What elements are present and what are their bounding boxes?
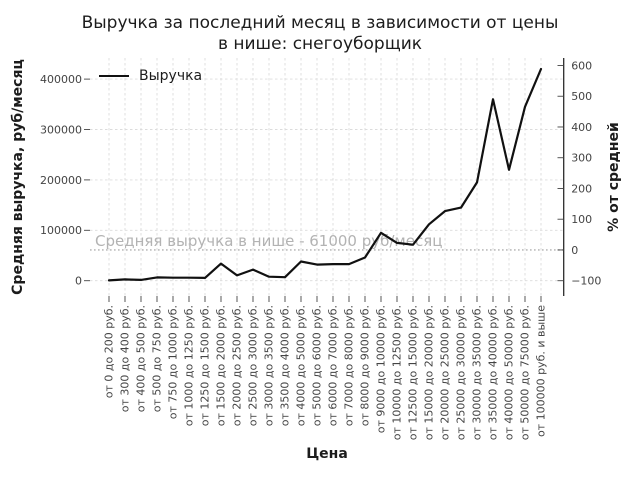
y-right-tick-label: 0	[571, 244, 578, 257]
legend-line-icon	[99, 75, 129, 77]
tick-labels-layer: от 0 до 200 руб. от 300 до 400 руб. от 400…	[40, 59, 601, 440]
x-tick-label: от 1500 до 2000 руб.	[215, 305, 228, 426]
series-layer	[107, 67, 543, 282]
x-axis-label: Цена	[306, 446, 348, 462]
y-right-tick-label: 100	[571, 213, 592, 226]
x-tick-label: от 0 до 200 руб.	[103, 305, 116, 398]
x-tick-label: от 1000 до 1250 руб.	[183, 305, 196, 426]
y-right-tick-label: 600	[571, 59, 592, 72]
x-tick-label: от 10000 до 12500 руб.	[391, 305, 404, 440]
x-tick-label: от 50000 до 75000 руб.	[519, 305, 532, 440]
y-left-tick-label: 100000	[40, 224, 82, 237]
y-axis-label-left: Средняя выручка, руб/месяц	[10, 59, 26, 295]
x-tick-label: от 20000 до 25000 руб.	[439, 305, 452, 440]
chart-title: Выручка за последний месяц в зависимости…	[0, 13, 640, 55]
legend-label: Выручка	[139, 68, 203, 84]
revenue-line	[107, 67, 543, 282]
x-tick-label: от 500 до 750 руб.	[151, 305, 164, 412]
x-tick-label: от 3000 до 3500 руб.	[263, 305, 276, 426]
x-tick-label: от 30000 до 35000 руб.	[471, 305, 484, 440]
x-tick-label: от 9000 до 10000 руб.	[375, 305, 388, 433]
x-tick-label: от 100000 руб. и выше	[535, 305, 548, 437]
y-left-tick-label: 400000	[40, 73, 82, 86]
chart-title-line2: в нише: снегоуборщик	[217, 34, 423, 54]
x-tick-label: от 6000 до 7000 руб.	[327, 305, 340, 426]
chart-title-line1: Выручка за последний месяц в зависимости…	[81, 13, 559, 33]
x-tick-label: от 8000 до 9000 руб.	[359, 305, 372, 426]
grid-layer	[90, 58, 564, 296]
x-tick-label: от 2500 до 3000 руб.	[247, 305, 260, 426]
y-right-tick-label: 500	[571, 90, 592, 103]
y-right-tick-label: 200	[571, 182, 592, 195]
x-tick-label: от 25000 до 30000 руб.	[455, 305, 468, 440]
y-right-tick-label: 300	[571, 152, 592, 165]
x-tick-label: от 1250 до 1500 руб.	[199, 305, 212, 426]
x-tick-label: от 300 до 400 руб.	[119, 305, 132, 412]
x-tick-label: от 35000 до 40000 руб.	[487, 305, 500, 440]
x-tick-label: от 40000 до 50000 руб.	[503, 305, 516, 440]
x-tick-label: от 7000 до 8000 руб.	[343, 305, 356, 426]
y-axis-label-right: % от средней	[606, 122, 622, 232]
x-tick-label: от 3500 до 4000 руб.	[279, 305, 292, 426]
y-left-tick-label: 0	[75, 275, 82, 288]
y-left-tick-label: 300000	[40, 123, 82, 136]
x-tick-label: от 15000 до 20000 руб.	[423, 305, 436, 440]
y-right-tick-label: −100	[571, 275, 601, 288]
x-tick-label: от 4000 до 5000 руб.	[295, 305, 308, 426]
x-tick-label: от 750 до 1000 руб.	[167, 305, 180, 419]
x-tick-label: от 2000 до 2500 руб.	[231, 305, 244, 426]
x-tick-label: от 12500 до 15000 руб.	[407, 305, 420, 440]
x-tick-label: от 400 до 500 руб.	[135, 305, 148, 412]
x-tick-label: от 5000 до 6000 руб.	[311, 305, 324, 426]
axes-layer	[84, 58, 565, 302]
y-right-tick-label: 400	[571, 121, 592, 134]
avg-annotation-text: Средняя выручка в нише - 61000 руб/месяц	[95, 232, 442, 250]
y-left-tick-label: 200000	[40, 174, 82, 187]
legend: Выручка	[99, 68, 203, 84]
